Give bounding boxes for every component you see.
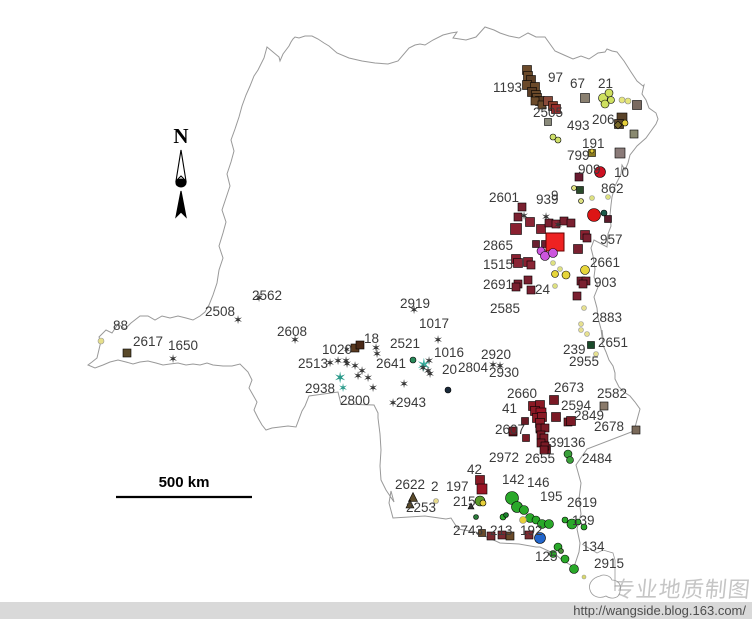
svg-text:2955: 2955 — [569, 354, 599, 369]
svg-text:125: 125 — [535, 549, 558, 564]
svg-text:✶: ✶ — [399, 377, 409, 391]
svg-text:2582: 2582 — [597, 386, 627, 401]
svg-text:206: 206 — [592, 112, 615, 127]
svg-text:2651: 2651 — [598, 335, 628, 350]
svg-text:2: 2 — [431, 479, 439, 494]
svg-text:2622: 2622 — [395, 477, 425, 492]
svg-text:191: 191 — [582, 136, 605, 151]
svg-text:88: 88 — [113, 318, 128, 333]
svg-text:136: 136 — [563, 435, 586, 450]
svg-text:215: 215 — [453, 494, 476, 509]
svg-text:500 km: 500 km — [159, 474, 210, 491]
svg-text:1193: 1193 — [493, 80, 522, 95]
svg-text:195: 195 — [540, 489, 563, 504]
svg-text:192: 192 — [520, 523, 543, 538]
svg-text:493: 493 — [567, 118, 590, 133]
svg-text:2505: 2505 — [533, 105, 563, 120]
svg-text:2865: 2865 — [483, 238, 513, 253]
svg-text:18: 18 — [364, 331, 379, 346]
svg-text:2660: 2660 — [507, 386, 537, 401]
svg-text:2915: 2915 — [594, 556, 624, 571]
svg-text:862: 862 — [601, 181, 624, 196]
svg-text:2800: 2800 — [340, 393, 370, 408]
svg-text:2919: 2919 — [400, 296, 430, 311]
svg-text:2585: 2585 — [490, 301, 520, 316]
svg-text:2678: 2678 — [594, 419, 624, 434]
svg-text:N: N — [173, 124, 188, 148]
svg-text:2943: 2943 — [396, 395, 426, 410]
svg-text:1650: 1650 — [168, 338, 198, 353]
svg-text:197: 197 — [446, 479, 469, 494]
svg-text:2607: 2607 — [495, 422, 525, 437]
svg-text:1515: 1515 — [483, 257, 513, 272]
svg-text:2562: 2562 — [252, 288, 282, 303]
svg-text:2655: 2655 — [525, 451, 555, 466]
svg-text:✶: ✶ — [168, 352, 178, 366]
svg-text:2804: 2804 — [458, 360, 489, 375]
svg-text:✶: ✶ — [353, 369, 363, 383]
svg-text:2691: 2691 — [483, 277, 513, 292]
svg-text:2253: 2253 — [406, 500, 436, 515]
svg-text:2673: 2673 — [554, 380, 584, 395]
svg-text:2743: 2743 — [453, 523, 483, 538]
svg-text:39: 39 — [549, 435, 564, 450]
svg-text:42: 42 — [467, 462, 482, 477]
svg-text:67: 67 — [570, 76, 585, 91]
svg-text:20: 20 — [442, 362, 457, 377]
svg-text:213: 213 — [490, 523, 513, 538]
svg-text:9: 9 — [551, 188, 559, 203]
svg-text:✶: ✶ — [553, 218, 563, 232]
svg-text:139: 139 — [572, 513, 595, 528]
svg-text:2619: 2619 — [567, 495, 597, 510]
svg-text:✶: ✶ — [519, 209, 529, 223]
svg-text:1016: 1016 — [434, 345, 464, 360]
svg-text:2661: 2661 — [590, 255, 620, 270]
svg-text:97: 97 — [548, 70, 563, 85]
svg-text:✶: ✶ — [541, 210, 551, 224]
svg-text:2484: 2484 — [582, 451, 613, 466]
svg-text:2608: 2608 — [277, 324, 307, 339]
svg-text:1020: 1020 — [322, 342, 352, 357]
svg-text:903: 903 — [594, 275, 617, 290]
svg-text:2972: 2972 — [489, 450, 519, 465]
svg-text:957: 957 — [600, 232, 623, 247]
svg-text:2521: 2521 — [390, 336, 420, 351]
svg-text:24: 24 — [535, 282, 551, 297]
svg-text:1017: 1017 — [419, 316, 449, 331]
svg-text:2513: 2513 — [298, 356, 328, 371]
svg-text:41: 41 — [502, 401, 517, 416]
svg-text:10: 10 — [614, 165, 629, 180]
svg-text:2617: 2617 — [133, 334, 163, 349]
svg-text:2641: 2641 — [376, 356, 406, 371]
svg-text:134: 134 — [582, 539, 605, 554]
svg-text:✶: ✶ — [425, 367, 435, 381]
svg-text:21: 21 — [598, 76, 613, 91]
svg-text:2930: 2930 — [489, 365, 519, 380]
svg-text:2938: 2938 — [305, 381, 335, 396]
svg-text:146: 146 — [527, 475, 550, 490]
svg-text:909: 909 — [578, 162, 601, 177]
svg-text:142: 142 — [502, 472, 525, 487]
svg-text:2883: 2883 — [592, 310, 622, 325]
svg-text:2601: 2601 — [489, 190, 519, 205]
svg-text:2508: 2508 — [205, 304, 235, 319]
